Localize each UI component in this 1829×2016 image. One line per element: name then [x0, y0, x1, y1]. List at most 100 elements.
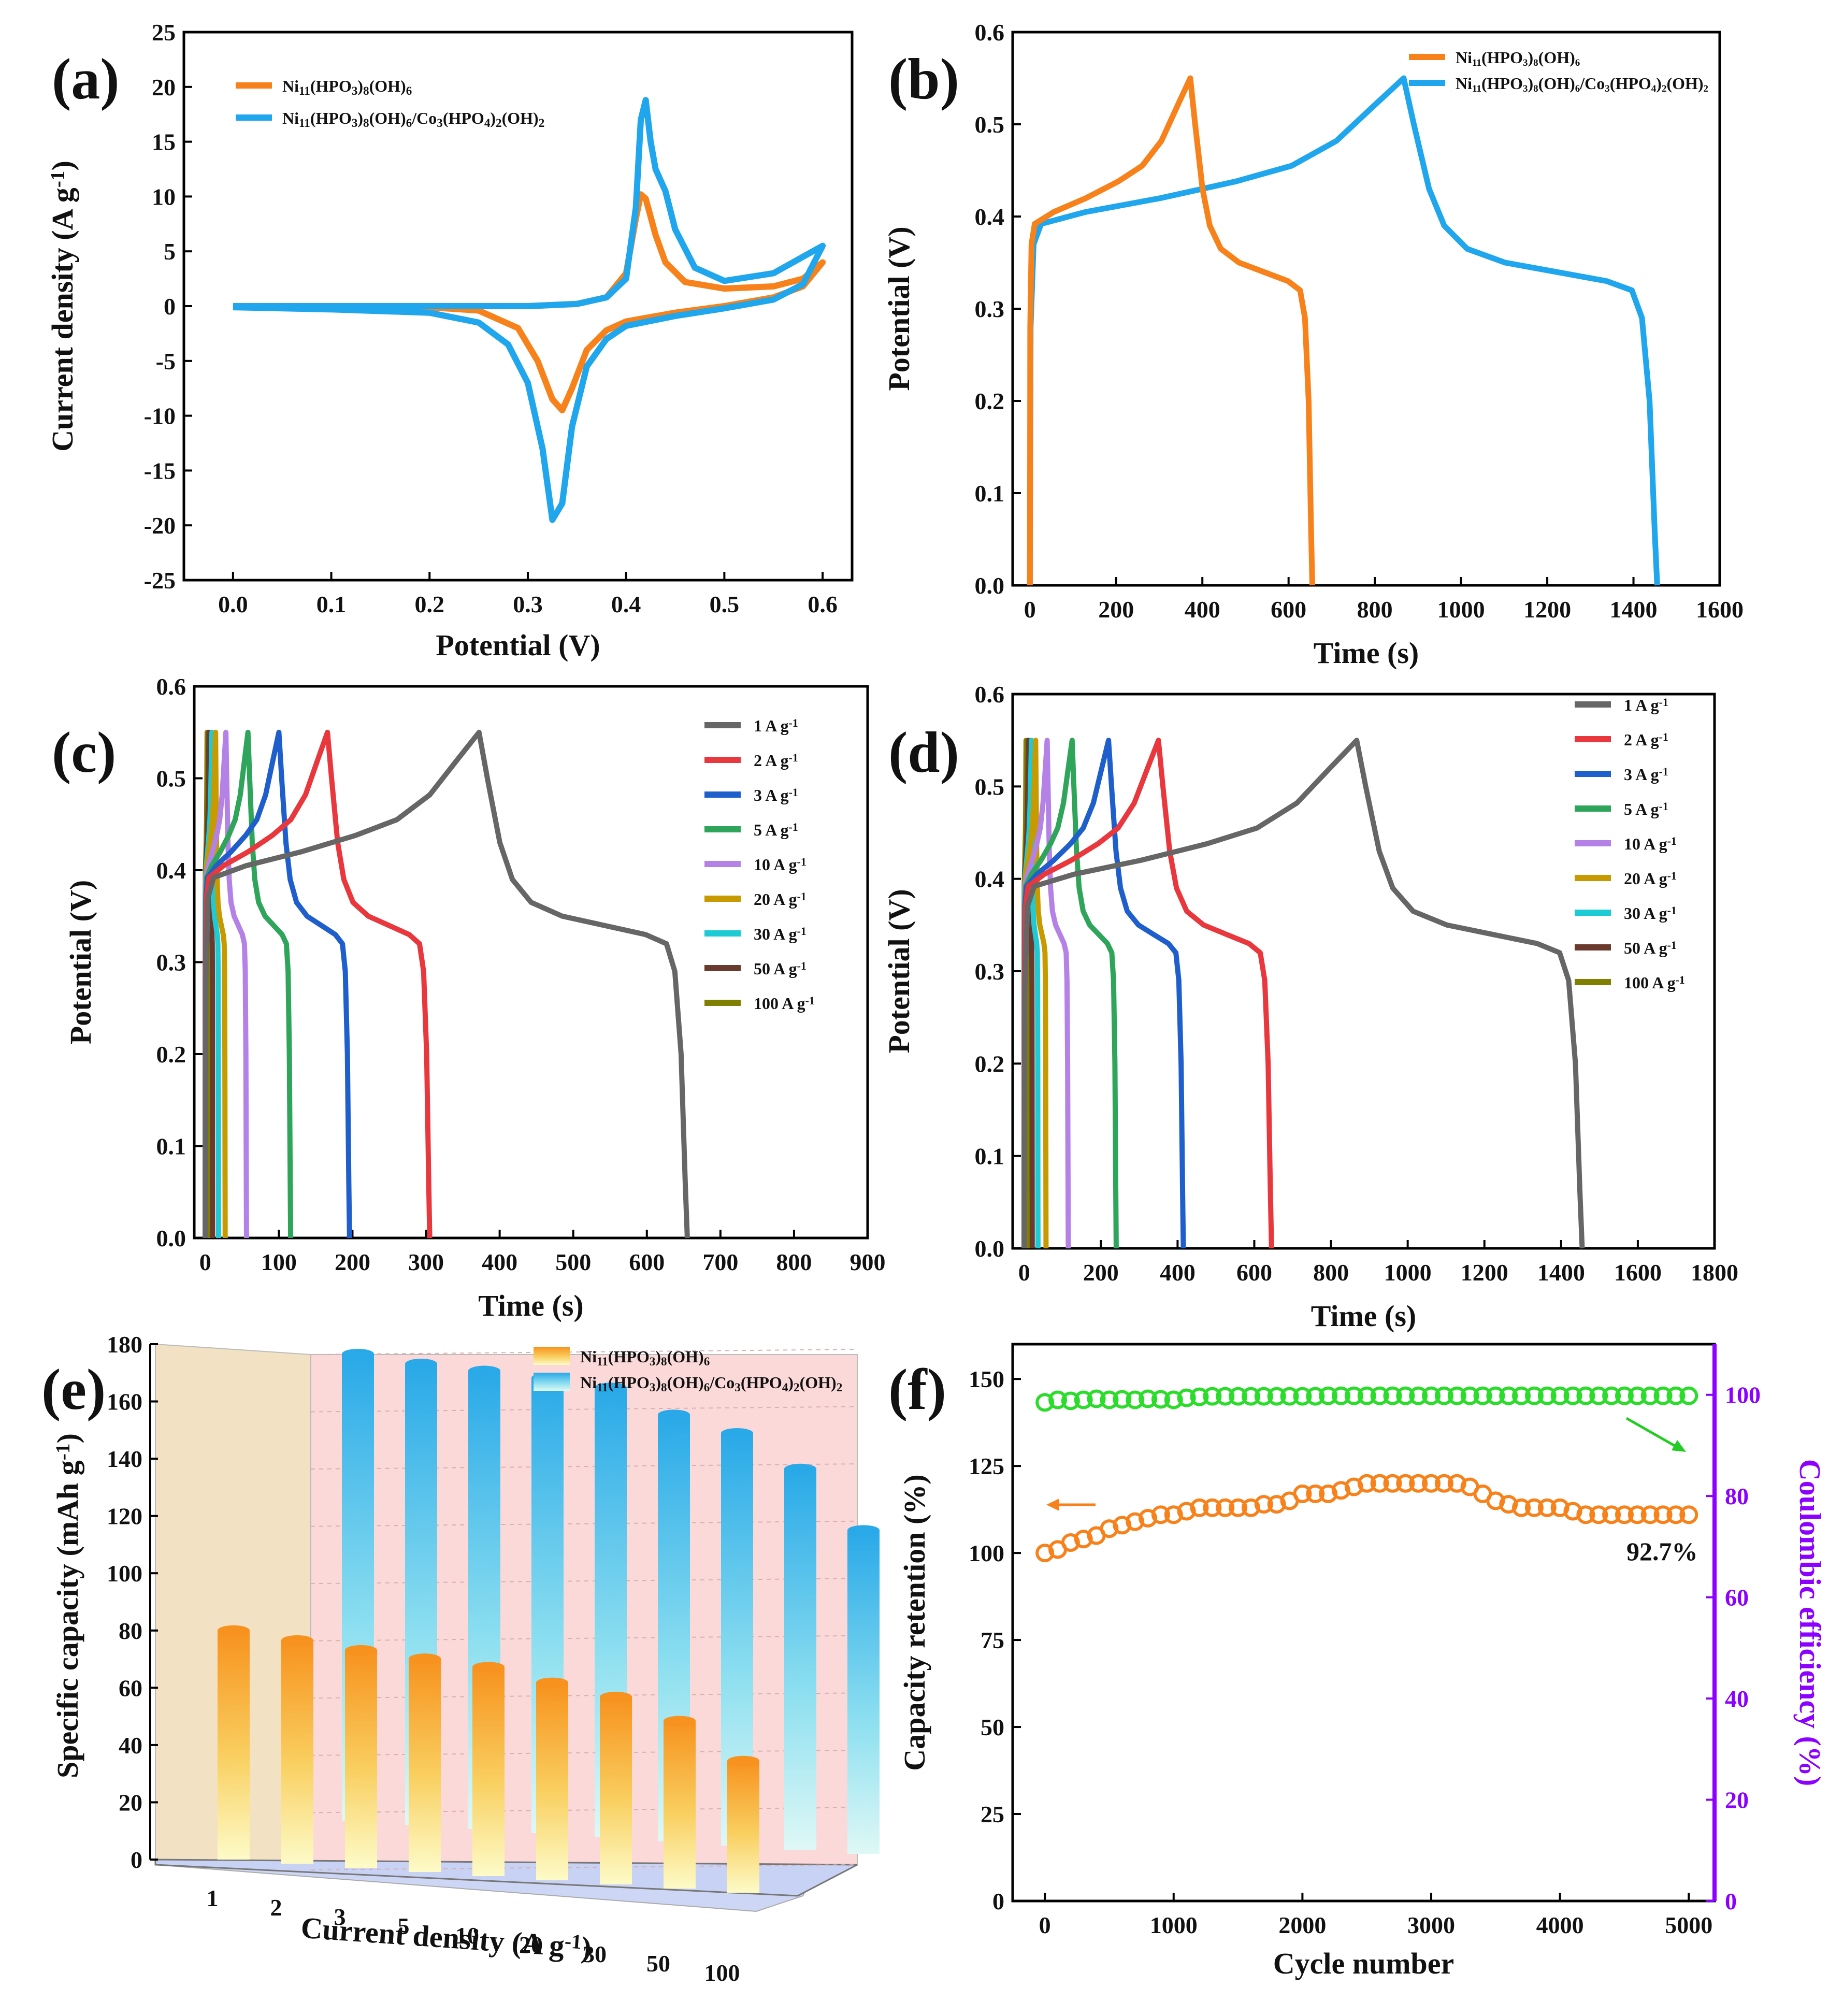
y2-tick-label: 40: [1725, 1686, 1749, 1712]
bar-blue-top-50: [784, 1463, 816, 1474]
y-tick-label: 0.2: [975, 1050, 1005, 1077]
y-tick-label: 0.3: [156, 949, 186, 976]
legend-swatch: [534, 1347, 570, 1365]
retention-point: [1241, 1498, 1260, 1517]
legend: Ni11(HPO3)8(OH)6 Ni11(HPO3)8(OH)6/Co3(HPO…: [534, 1347, 842, 1394]
retention-point: [1679, 1505, 1698, 1524]
retention-point: [1370, 1474, 1389, 1493]
x-tick-label: 0: [1024, 596, 1036, 623]
efficiency-point: [1319, 1386, 1338, 1405]
x-tick-label: 1400: [1537, 1259, 1585, 1286]
y-tick-label: 60: [119, 1675, 142, 1701]
efficiency-point: [1396, 1386, 1415, 1405]
bar-orange-100: [727, 1761, 759, 1893]
x-tick-label: 1800: [1691, 1259, 1738, 1286]
back-wall-right: [310, 1354, 858, 1871]
y2-tick-label: 60: [1725, 1585, 1749, 1611]
plot-frame: [1011, 1343, 1716, 1903]
bar-orange-10: [472, 1667, 505, 1876]
legend-label: Ni11(HPO3)8(OH)6/Co3(HPO4)2(OH)2: [580, 1373, 842, 1394]
efficiency-point: [1344, 1386, 1363, 1405]
retention-point: [1203, 1498, 1222, 1517]
efficiency-point: [1216, 1387, 1235, 1406]
retention-point: [1615, 1505, 1634, 1524]
retention-point: [1602, 1505, 1621, 1524]
efficiency-point: [1628, 1386, 1647, 1405]
y-tick-label: 20: [119, 1789, 142, 1816]
x-tick-label: 400: [1185, 596, 1220, 623]
efficiency-point: [1602, 1386, 1621, 1405]
y-tick-label: 0.4: [156, 857, 186, 884]
retention-point: [1035, 1544, 1055, 1563]
panel-f-axes: 0 1000 2000 3000 4000 50000255075100125150Cyc…: [898, 1343, 1827, 1980]
y-tick-label: 10: [152, 183, 176, 210]
y-tick-label: -15: [144, 457, 176, 484]
efficiency-point: [1486, 1386, 1505, 1405]
retention-point: [1164, 1505, 1183, 1524]
panel-label-b: (b): [888, 47, 959, 111]
gcd-curve-0: [203, 729, 690, 1239]
y-tick-label: 50: [981, 1714, 1004, 1740]
y-tick-label: 120: [107, 1503, 142, 1530]
legend: Ni11(HPO3)8(OH)6 Ni11(HPO3)8(OH)6/Co3(HPO…: [1409, 48, 1708, 94]
y-tick-label: 0.2: [156, 1041, 186, 1068]
legend-label: 10 A g-1: [1624, 834, 1677, 853]
efficiency-point: [1151, 1390, 1170, 1409]
bar-blue-top-3: [468, 1365, 500, 1376]
efficiency-point: [1331, 1386, 1350, 1405]
retention-point: [1061, 1533, 1080, 1552]
y-axis-label: Potential (V): [882, 226, 916, 391]
y-tick-label: 40: [119, 1732, 142, 1759]
gcd-curve-2: [1021, 738, 1186, 1249]
efficiency-point: [1615, 1386, 1634, 1405]
efficiency-point: [1267, 1387, 1286, 1406]
gcd-curve-1: [1027, 75, 1660, 586]
y-axis-label: Current density (A g-1): [46, 161, 79, 452]
efficiency-point: [1589, 1386, 1608, 1405]
efficiency-point: [1370, 1386, 1389, 1405]
bar-orange-top-5: [409, 1653, 441, 1664]
retention-point: [1177, 1502, 1196, 1521]
efficiency-point: [1293, 1387, 1312, 1406]
efficiency-point: [1048, 1390, 1068, 1409]
efficiency-point: [1383, 1386, 1402, 1405]
efficiency-arrow-head: [1672, 1440, 1686, 1452]
bar-orange-top-30: [600, 1691, 632, 1702]
efficiency-point: [1126, 1390, 1145, 1409]
legend-label: Ni11(HPO3)8(OH)6/Co3(HPO4)2(OH)2: [282, 109, 544, 130]
legend-label: 1 A g-1: [1624, 696, 1668, 714]
y-tick-label: 100: [107, 1560, 142, 1587]
panel-a-axes: 0.0 0.1 0.2 0.3 0.4 0.5 0.6 -25 -20 -15 -10 -5 0 5 10 1…: [46, 19, 854, 662]
x-axis-label: Time (s): [1314, 636, 1419, 670]
efficiency-point: [1653, 1386, 1673, 1405]
efficiency-point: [1100, 1390, 1119, 1409]
panel-d-axes: 0 200 400 600 800 1000 1200 1400 1600 1800 0.0 0.1 0…: [882, 681, 1738, 1333]
legend-label: Ni11(HPO3)8(OH)6: [1456, 48, 1580, 68]
x-tick-label: 1000: [1150, 1912, 1198, 1938]
bar-blue-100: [847, 1530, 880, 1854]
y-tick-label: 25: [981, 1801, 1004, 1827]
gcd-curve-2: [203, 729, 352, 1239]
x-tick-label: 800: [776, 1249, 812, 1275]
x-tick-label: 4000: [1536, 1912, 1584, 1938]
retention-point: [1640, 1505, 1660, 1524]
retention-point: [1293, 1484, 1312, 1503]
legend-label: 1 A g-1: [754, 716, 798, 735]
x-tick-label: 10: [455, 1922, 479, 1949]
y-tick-label: 0.5: [975, 773, 1005, 800]
retention-point: [1589, 1505, 1608, 1524]
retention-point: [1074, 1530, 1093, 1549]
x-axis-label: Time (s): [1311, 1299, 1417, 1333]
legend: 1 A g-1 2 A g-1 3 A g-1 5 A g-1 10 A g-1 20 A…: [704, 716, 815, 1013]
efficiency-point: [1447, 1386, 1466, 1405]
y-tick-label: 0: [992, 1888, 1004, 1914]
x-tick-label: 100: [704, 1960, 740, 1986]
legend: 1 A g-1 2 A g-1 3 A g-1 5 A g-1 10 A g-1 20 A…: [1575, 696, 1685, 992]
retention-point: [1357, 1474, 1376, 1493]
bar-orange-top-20: [536, 1677, 568, 1688]
efficiency-point: [1074, 1390, 1093, 1409]
efficiency-point: [1241, 1387, 1260, 1406]
efficiency-point: [1113, 1390, 1132, 1409]
legend-label: 2 A g-1: [754, 751, 798, 770]
